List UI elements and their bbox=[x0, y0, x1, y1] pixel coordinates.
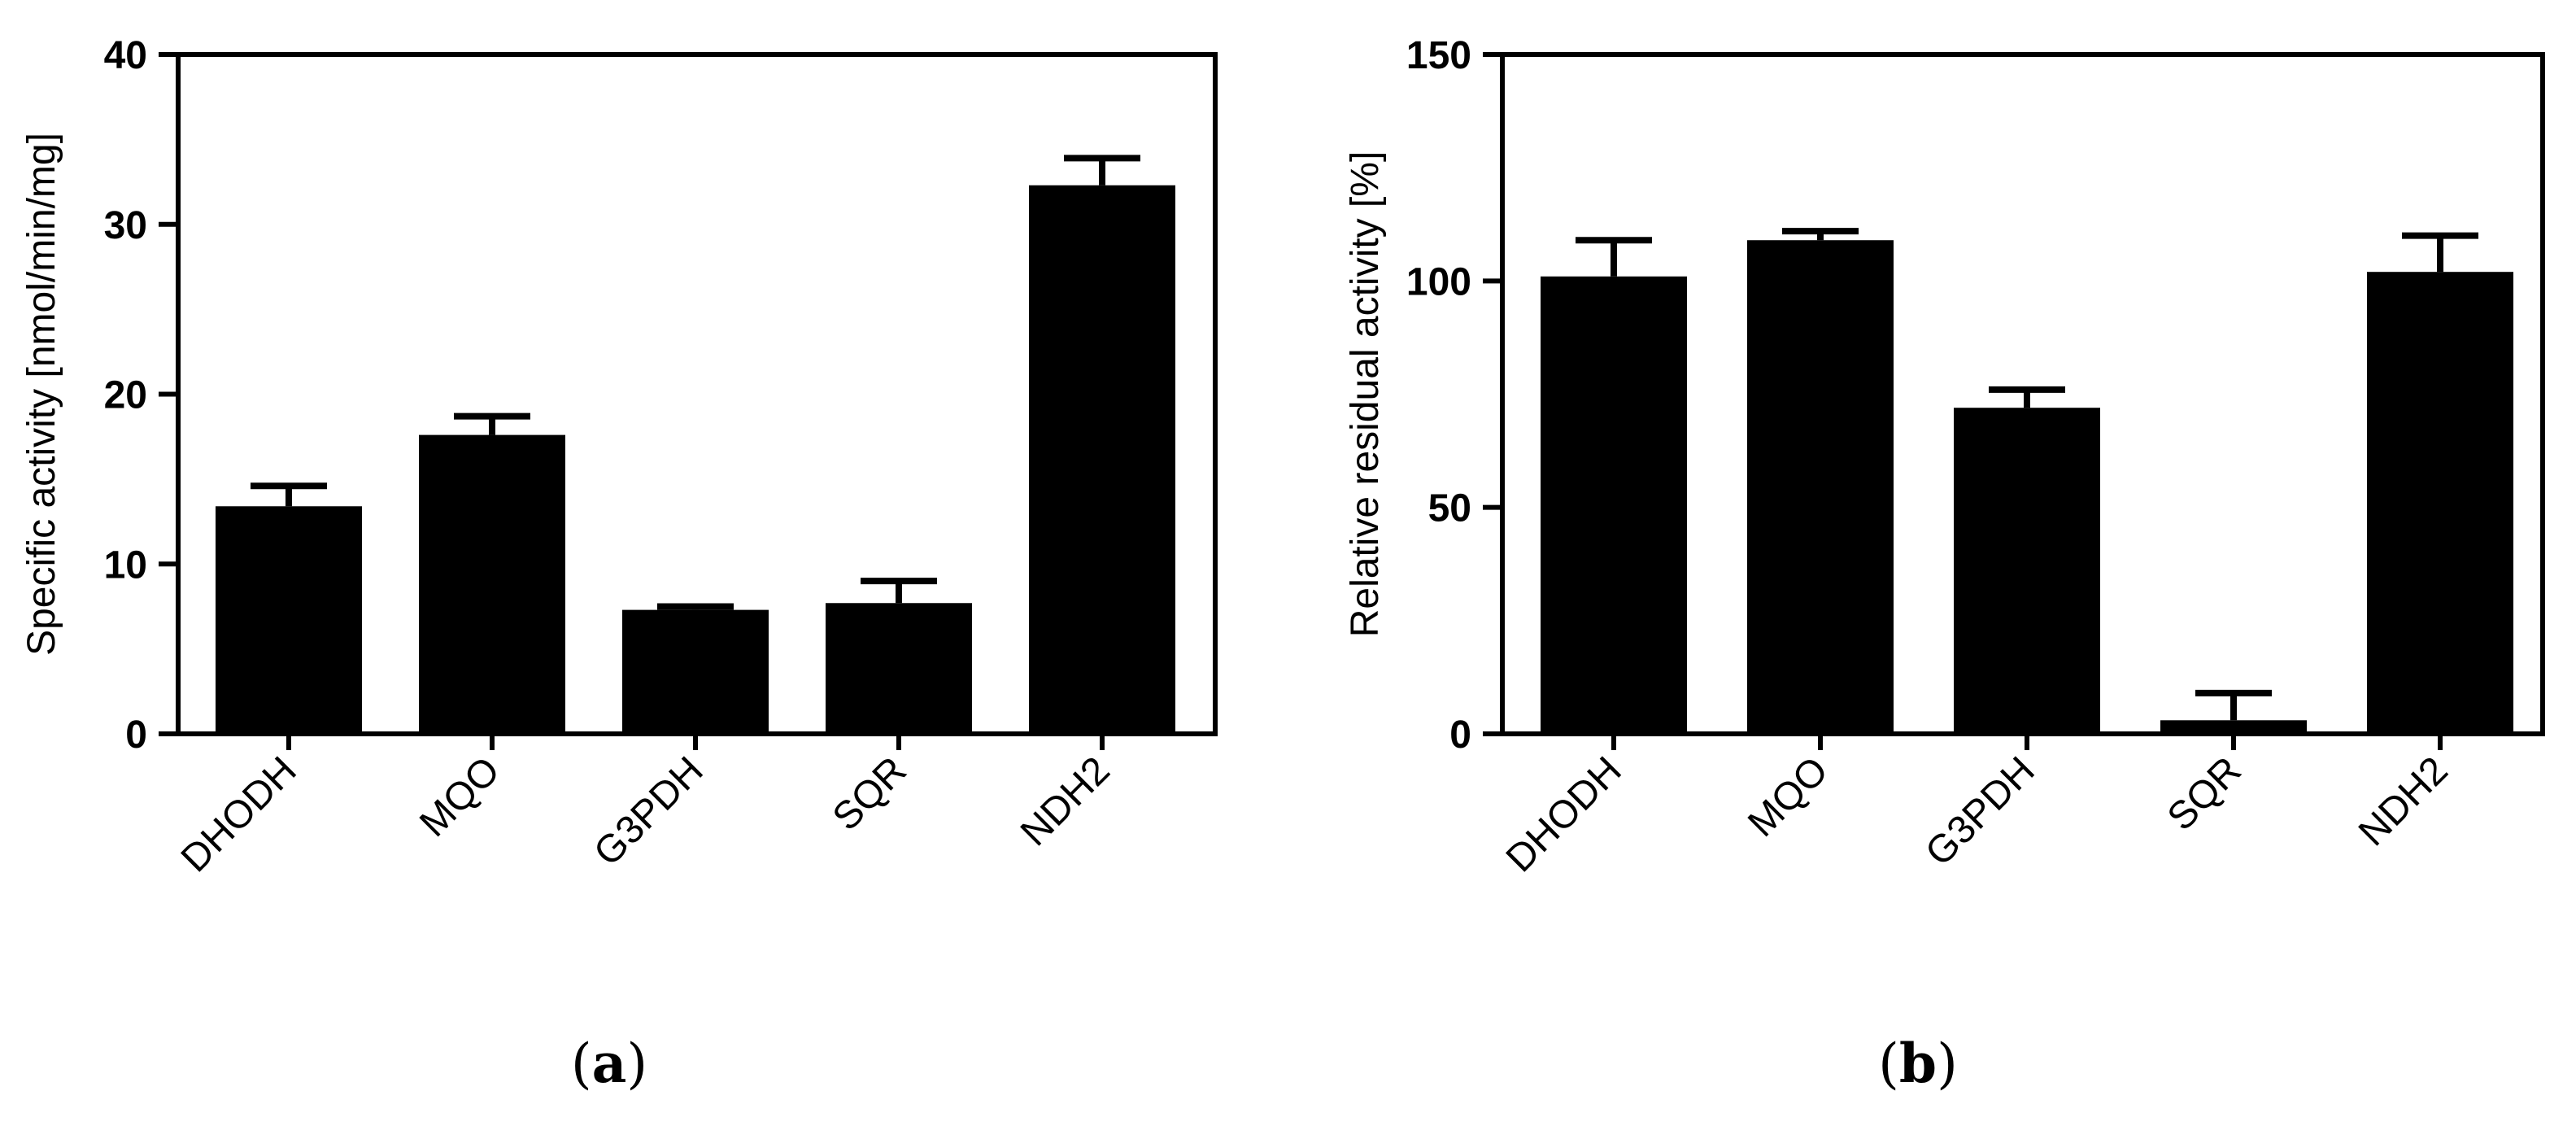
panel-label-b: (b) bbox=[1878, 1032, 1958, 1095]
bar bbox=[2160, 720, 2307, 734]
bar bbox=[1029, 185, 1175, 735]
x-tick-label: G3PDH bbox=[1917, 748, 2042, 874]
y-axis-title: Relative residual activity [%] bbox=[1344, 151, 1387, 638]
y-tick-label: 30 bbox=[104, 204, 147, 247]
x-tick-label: SQR bbox=[2160, 748, 2250, 839]
x-tick-label: DHODH bbox=[1498, 748, 1630, 880]
y-tick-label: 40 bbox=[104, 34, 147, 77]
bar bbox=[622, 609, 769, 734]
x-tick-label: MQO bbox=[412, 748, 508, 845]
bar bbox=[1541, 276, 1687, 734]
y-tick-label: 0 bbox=[1449, 714, 1471, 757]
x-tick-label: DHODH bbox=[173, 748, 305, 880]
bar bbox=[826, 603, 972, 734]
panel-label-a: (a) bbox=[570, 1032, 648, 1095]
y-tick-label: 100 bbox=[1406, 260, 1471, 303]
bar bbox=[1954, 408, 2100, 734]
bar-chart-b: 0 50 100 150 Relative residual activity [%] D… bbox=[1344, 34, 2545, 880]
x-tick-label: SQR bbox=[825, 748, 915, 839]
bar-chart-a: 0 10 20 30 40 Specific activity [nmol/min/mg]… bbox=[20, 34, 1218, 880]
y-tick-label: 10 bbox=[104, 543, 147, 587]
chart-panel-a: 0 10 20 30 40 Specific activity [nmol/min/mg]… bbox=[20, 34, 1218, 1095]
y-tick-label: 0 bbox=[125, 714, 147, 757]
y-tick-label: 150 bbox=[1406, 34, 1471, 77]
bar bbox=[1747, 240, 1894, 734]
y-axis-title: Specific activity [nmol/min/mg] bbox=[20, 133, 63, 656]
x-tick-label: G3PDH bbox=[586, 748, 711, 874]
y-tick-label: 50 bbox=[1428, 487, 1471, 530]
bar bbox=[216, 506, 362, 734]
x-tick-label: NDH2 bbox=[1013, 748, 1118, 854]
bar bbox=[419, 434, 565, 734]
x-tick-label: NDH2 bbox=[2351, 748, 2456, 854]
chart-panel-b: 0 50 100 150 Relative residual activity [%] D… bbox=[1288, 0, 2576, 1126]
x-tick-label: MQO bbox=[1740, 748, 1837, 845]
bar bbox=[2367, 272, 2513, 734]
y-tick-label: 20 bbox=[104, 374, 147, 417]
